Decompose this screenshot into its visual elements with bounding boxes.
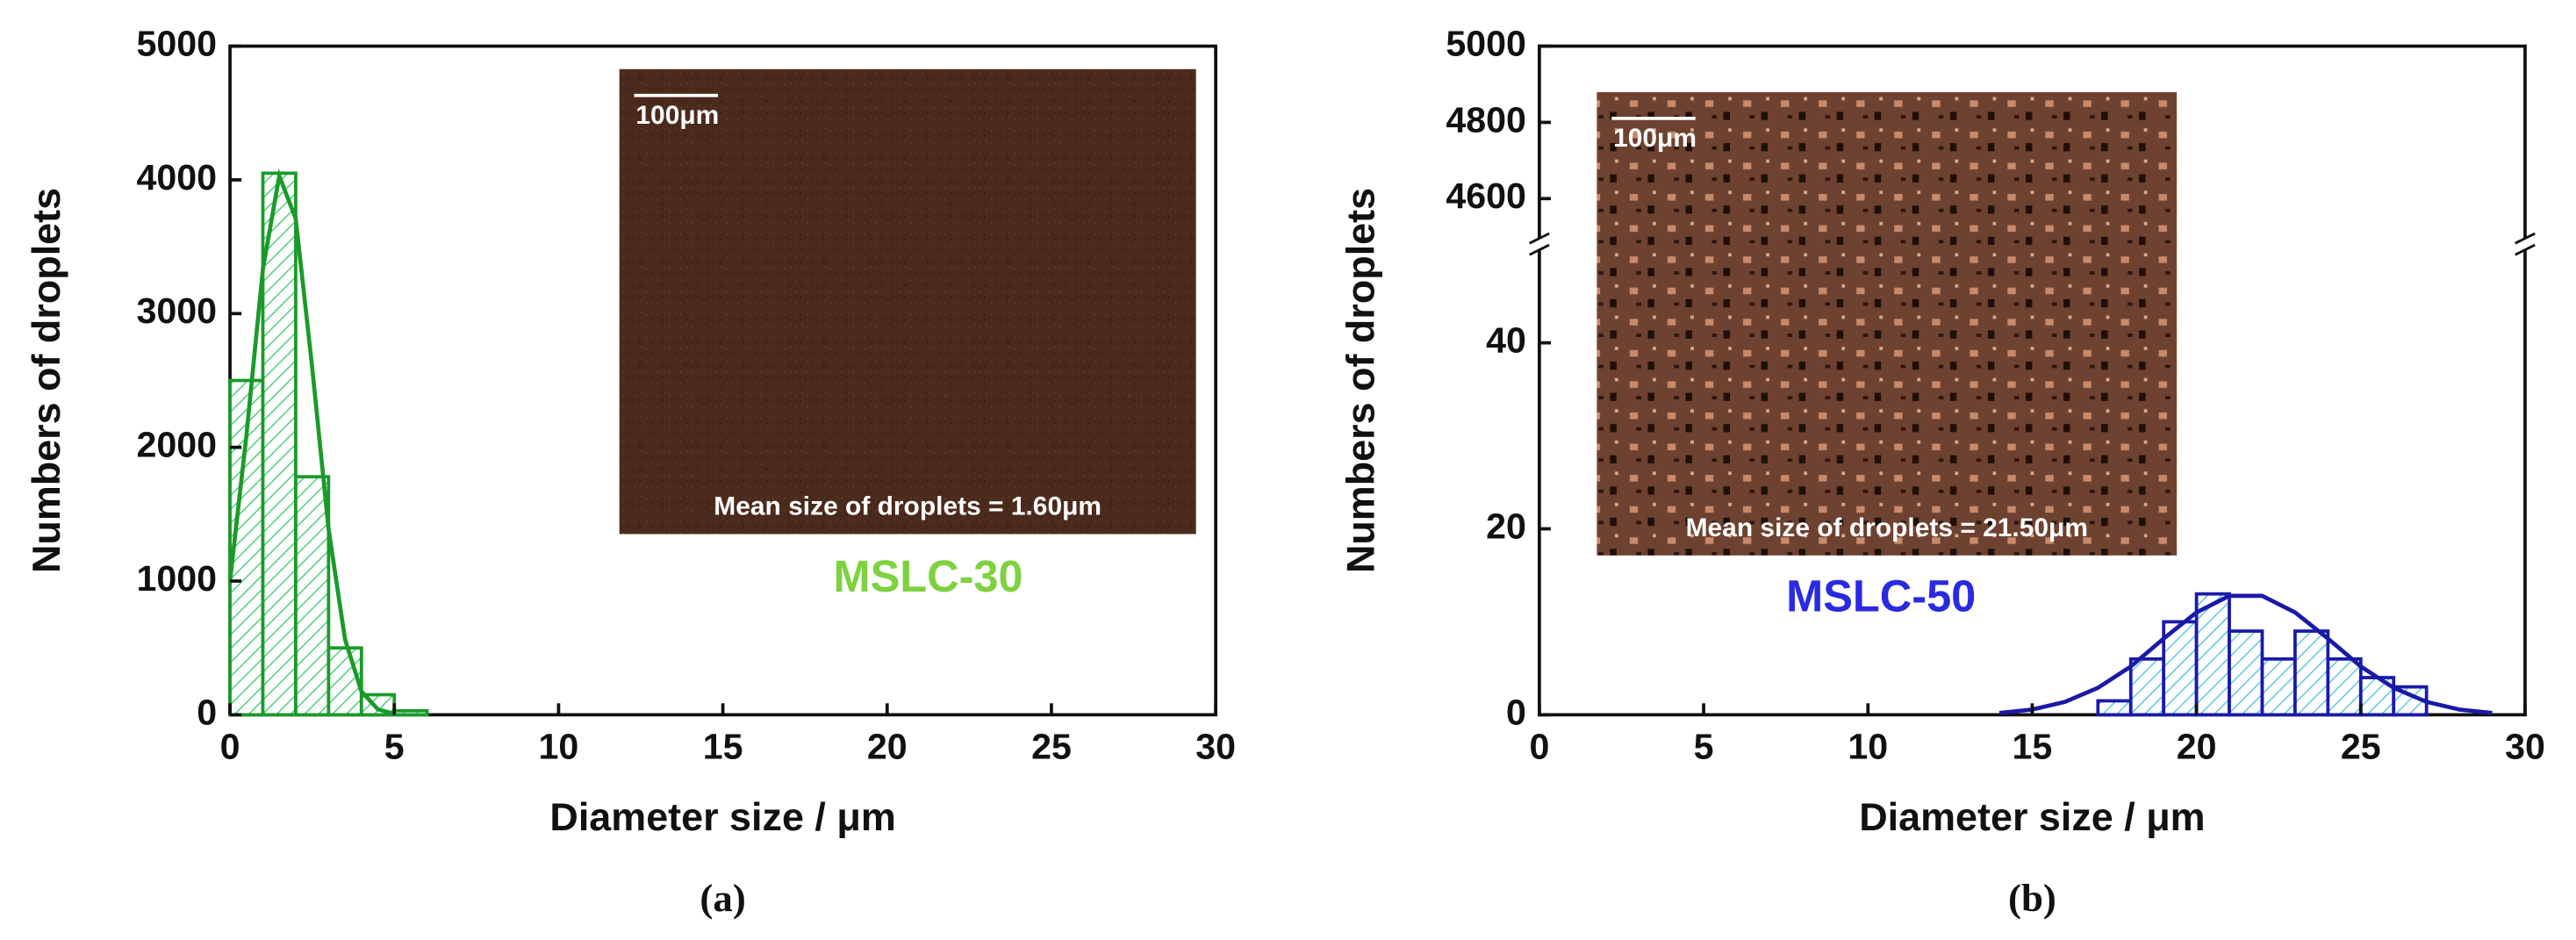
fit-curve: [1998, 593, 2493, 715]
x-tick-label: 30: [1195, 727, 1236, 767]
x-tick-label: 10: [1848, 727, 1888, 767]
x-tick-label: 0: [1529, 727, 1549, 767]
x-tick-label: 25: [1031, 727, 1072, 767]
y-tick-label: 5000: [1446, 23, 1526, 63]
y-tick-label: 40: [1486, 319, 1526, 360]
y-tick-label: 0: [197, 692, 217, 732]
plot-frame: [1538, 44, 2527, 717]
x-tick-label: 5: [1694, 727, 1714, 767]
x-tick-label: 25: [2341, 727, 2381, 767]
y-axis-label: Numbers of droplets: [24, 188, 68, 573]
bar: [392, 708, 429, 717]
x-tick-label: 5: [384, 727, 405, 767]
y-tick-label: 5000: [137, 23, 218, 63]
sample-label: MSLC-50: [1786, 571, 1976, 621]
scale-bar-label: 100μm: [635, 101, 719, 130]
inset-caption: Mean size of droplets = 21.50μm: [1686, 513, 2088, 542]
y-tick-label: 4000: [137, 157, 218, 197]
y-tick-label: 0: [1506, 692, 1526, 732]
y-tick-label: 4600: [1446, 176, 1526, 216]
y-tick-label: 20: [1486, 506, 1526, 546]
fit-curve: [227, 168, 395, 716]
bar: [2128, 657, 2166, 717]
axis-break: [1529, 232, 1550, 245]
bar: [2162, 620, 2199, 717]
y-axis-label: Numbers of droplets: [1338, 188, 1382, 573]
bar: [294, 475, 331, 717]
y-tick-label: 4800: [1446, 99, 1526, 140]
x-tick-label: 10: [539, 727, 579, 767]
bar: [2096, 699, 2133, 717]
bar: [326, 646, 363, 717]
axis-break: [2515, 232, 2536, 245]
bar: [2228, 629, 2264, 717]
y-tick-label: 1000: [137, 558, 218, 599]
inset-image: [619, 68, 1196, 535]
x-tick-label: 15: [2013, 727, 2053, 767]
bar: [2194, 592, 2231, 717]
panel-caption: (b): [2008, 876, 2056, 920]
x-tick-label: 15: [703, 727, 743, 767]
y-tick-label: 2000: [137, 425, 218, 465]
y-tick-label: 3000: [137, 291, 218, 331]
axis-break-gap: [2515, 238, 2536, 250]
bar: [2293, 629, 2330, 717]
x-axis-label: Diameter size / μm: [549, 794, 895, 839]
scale-bar-label: 100μm: [1613, 124, 1697, 153]
axis-break-gap: [1529, 238, 1550, 250]
inset-image: [1597, 91, 2178, 556]
bar: [261, 171, 298, 717]
bar: [2326, 657, 2363, 717]
axis-break: [2515, 243, 2536, 256]
x-tick-label: 0: [220, 727, 240, 767]
inset-caption: Mean size of droplets = 1.60μm: [714, 492, 1101, 520]
x-tick-label: 30: [2505, 727, 2545, 767]
x-axis-label: Diameter size / μm: [1859, 794, 2205, 839]
x-tick-label: 20: [867, 727, 908, 767]
x-tick-label: 20: [2177, 727, 2217, 767]
panel-caption: (a): [700, 876, 745, 920]
axis-break: [1529, 243, 1550, 256]
bar: [2260, 657, 2297, 717]
sample-label: MSLC-30: [834, 551, 1023, 601]
